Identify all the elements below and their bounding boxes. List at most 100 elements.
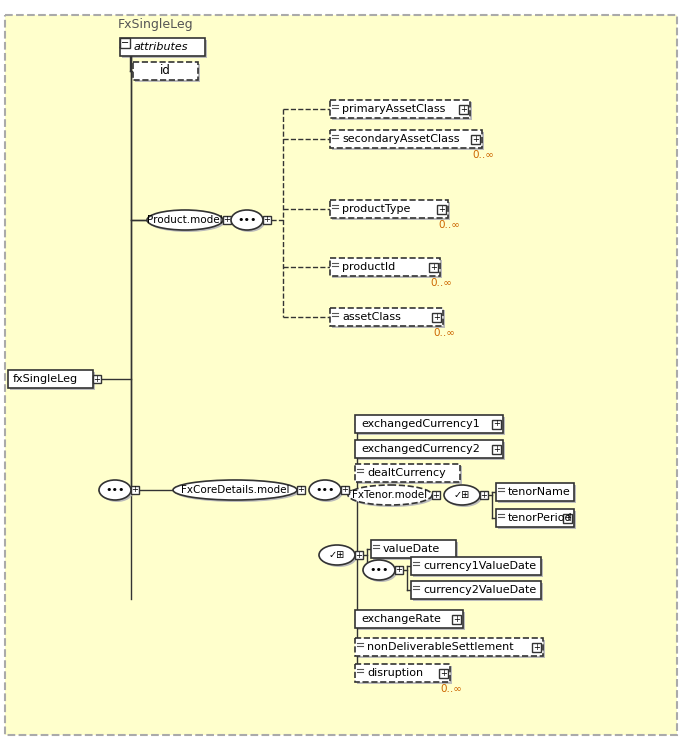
Ellipse shape	[173, 480, 297, 500]
Text: currency1ValueDate: currency1ValueDate	[423, 561, 536, 571]
FancyBboxPatch shape	[480, 491, 488, 499]
FancyBboxPatch shape	[223, 216, 231, 224]
FancyBboxPatch shape	[8, 370, 93, 388]
Text: tenorName: tenorName	[508, 487, 571, 497]
Text: +: +	[494, 444, 501, 453]
Text: +: +	[263, 215, 271, 224]
Text: +: +	[224, 215, 231, 224]
FancyBboxPatch shape	[452, 614, 462, 623]
FancyBboxPatch shape	[332, 132, 484, 150]
FancyBboxPatch shape	[135, 64, 200, 82]
FancyBboxPatch shape	[413, 583, 543, 601]
FancyBboxPatch shape	[432, 313, 441, 322]
Text: +: +	[481, 490, 488, 499]
Text: productType: productType	[342, 204, 411, 214]
FancyBboxPatch shape	[413, 559, 543, 577]
FancyBboxPatch shape	[332, 202, 450, 220]
FancyBboxPatch shape	[355, 638, 543, 656]
Text: +: +	[460, 105, 467, 114]
Text: •••: •••	[237, 215, 256, 225]
Text: +: +	[441, 669, 447, 678]
FancyBboxPatch shape	[471, 134, 481, 143]
FancyBboxPatch shape	[357, 612, 465, 630]
Text: FxTenor.model: FxTenor.model	[353, 490, 428, 500]
FancyBboxPatch shape	[357, 417, 505, 435]
Text: nonDeliverableSettlement: nonDeliverableSettlement	[367, 642, 514, 652]
Text: attributes: attributes	[134, 42, 188, 52]
Text: +: +	[439, 204, 445, 213]
FancyBboxPatch shape	[355, 464, 460, 482]
FancyBboxPatch shape	[93, 375, 101, 383]
Ellipse shape	[309, 480, 341, 500]
Ellipse shape	[350, 487, 434, 507]
FancyBboxPatch shape	[330, 200, 448, 218]
Ellipse shape	[311, 482, 343, 502]
Text: +: +	[93, 374, 100, 383]
Text: secondaryAssetClass: secondaryAssetClass	[342, 134, 460, 144]
Text: 0..∞: 0..∞	[438, 220, 460, 230]
FancyBboxPatch shape	[357, 640, 545, 658]
Ellipse shape	[444, 485, 480, 505]
Ellipse shape	[231, 210, 263, 230]
Text: +: +	[432, 490, 439, 499]
Text: +: +	[434, 313, 441, 322]
Text: +: +	[396, 565, 402, 574]
Text: assetClass: assetClass	[342, 312, 401, 322]
FancyBboxPatch shape	[355, 664, 450, 682]
Text: +: +	[454, 614, 460, 623]
FancyBboxPatch shape	[330, 100, 470, 118]
Text: 0..∞: 0..∞	[472, 150, 494, 160]
Text: tenorPeriod: tenorPeriod	[508, 513, 573, 523]
Text: +: +	[355, 551, 362, 559]
FancyBboxPatch shape	[492, 444, 501, 453]
Text: 0..∞: 0..∞	[430, 278, 452, 288]
Text: +: +	[494, 420, 501, 429]
Text: exchangedCurrency2: exchangedCurrency2	[361, 444, 480, 454]
FancyBboxPatch shape	[439, 669, 449, 678]
FancyBboxPatch shape	[492, 420, 501, 429]
FancyBboxPatch shape	[411, 581, 541, 599]
Text: 0..∞: 0..∞	[433, 328, 455, 338]
FancyBboxPatch shape	[120, 38, 205, 56]
Ellipse shape	[365, 562, 397, 582]
Text: FxCoreDetails.model: FxCoreDetails.model	[181, 485, 289, 495]
Text: +: +	[430, 262, 437, 271]
FancyBboxPatch shape	[371, 540, 456, 558]
FancyBboxPatch shape	[330, 130, 482, 148]
Text: primaryAssetClass: primaryAssetClass	[342, 104, 445, 114]
FancyBboxPatch shape	[496, 509, 574, 527]
Text: •••: •••	[315, 485, 335, 495]
FancyBboxPatch shape	[355, 440, 503, 458]
FancyBboxPatch shape	[357, 442, 505, 460]
FancyBboxPatch shape	[460, 105, 469, 114]
Text: +: +	[297, 485, 304, 495]
FancyBboxPatch shape	[341, 486, 349, 494]
FancyBboxPatch shape	[432, 491, 440, 499]
FancyBboxPatch shape	[437, 204, 447, 213]
Text: +: +	[473, 134, 479, 143]
FancyBboxPatch shape	[330, 258, 440, 276]
FancyBboxPatch shape	[330, 308, 443, 326]
Ellipse shape	[99, 480, 131, 500]
FancyBboxPatch shape	[430, 262, 439, 271]
Text: currency2ValueDate: currency2ValueDate	[423, 585, 536, 595]
FancyBboxPatch shape	[498, 485, 576, 503]
FancyBboxPatch shape	[395, 566, 403, 574]
FancyBboxPatch shape	[332, 310, 445, 328]
Text: +: +	[342, 485, 349, 495]
Ellipse shape	[446, 487, 482, 507]
Text: •••: •••	[105, 485, 125, 495]
Text: •••: •••	[369, 565, 389, 575]
Ellipse shape	[348, 485, 432, 505]
Text: Product.model: Product.model	[147, 215, 223, 225]
FancyBboxPatch shape	[297, 486, 305, 494]
Text: +: +	[132, 485, 138, 495]
Text: ✓⊞: ✓⊞	[454, 490, 470, 500]
FancyBboxPatch shape	[5, 15, 677, 735]
FancyBboxPatch shape	[122, 40, 207, 58]
FancyBboxPatch shape	[373, 542, 458, 560]
FancyBboxPatch shape	[355, 610, 463, 628]
Text: +: +	[533, 643, 540, 652]
Text: dealtCurrency: dealtCurrency	[367, 468, 446, 478]
FancyBboxPatch shape	[563, 513, 572, 522]
